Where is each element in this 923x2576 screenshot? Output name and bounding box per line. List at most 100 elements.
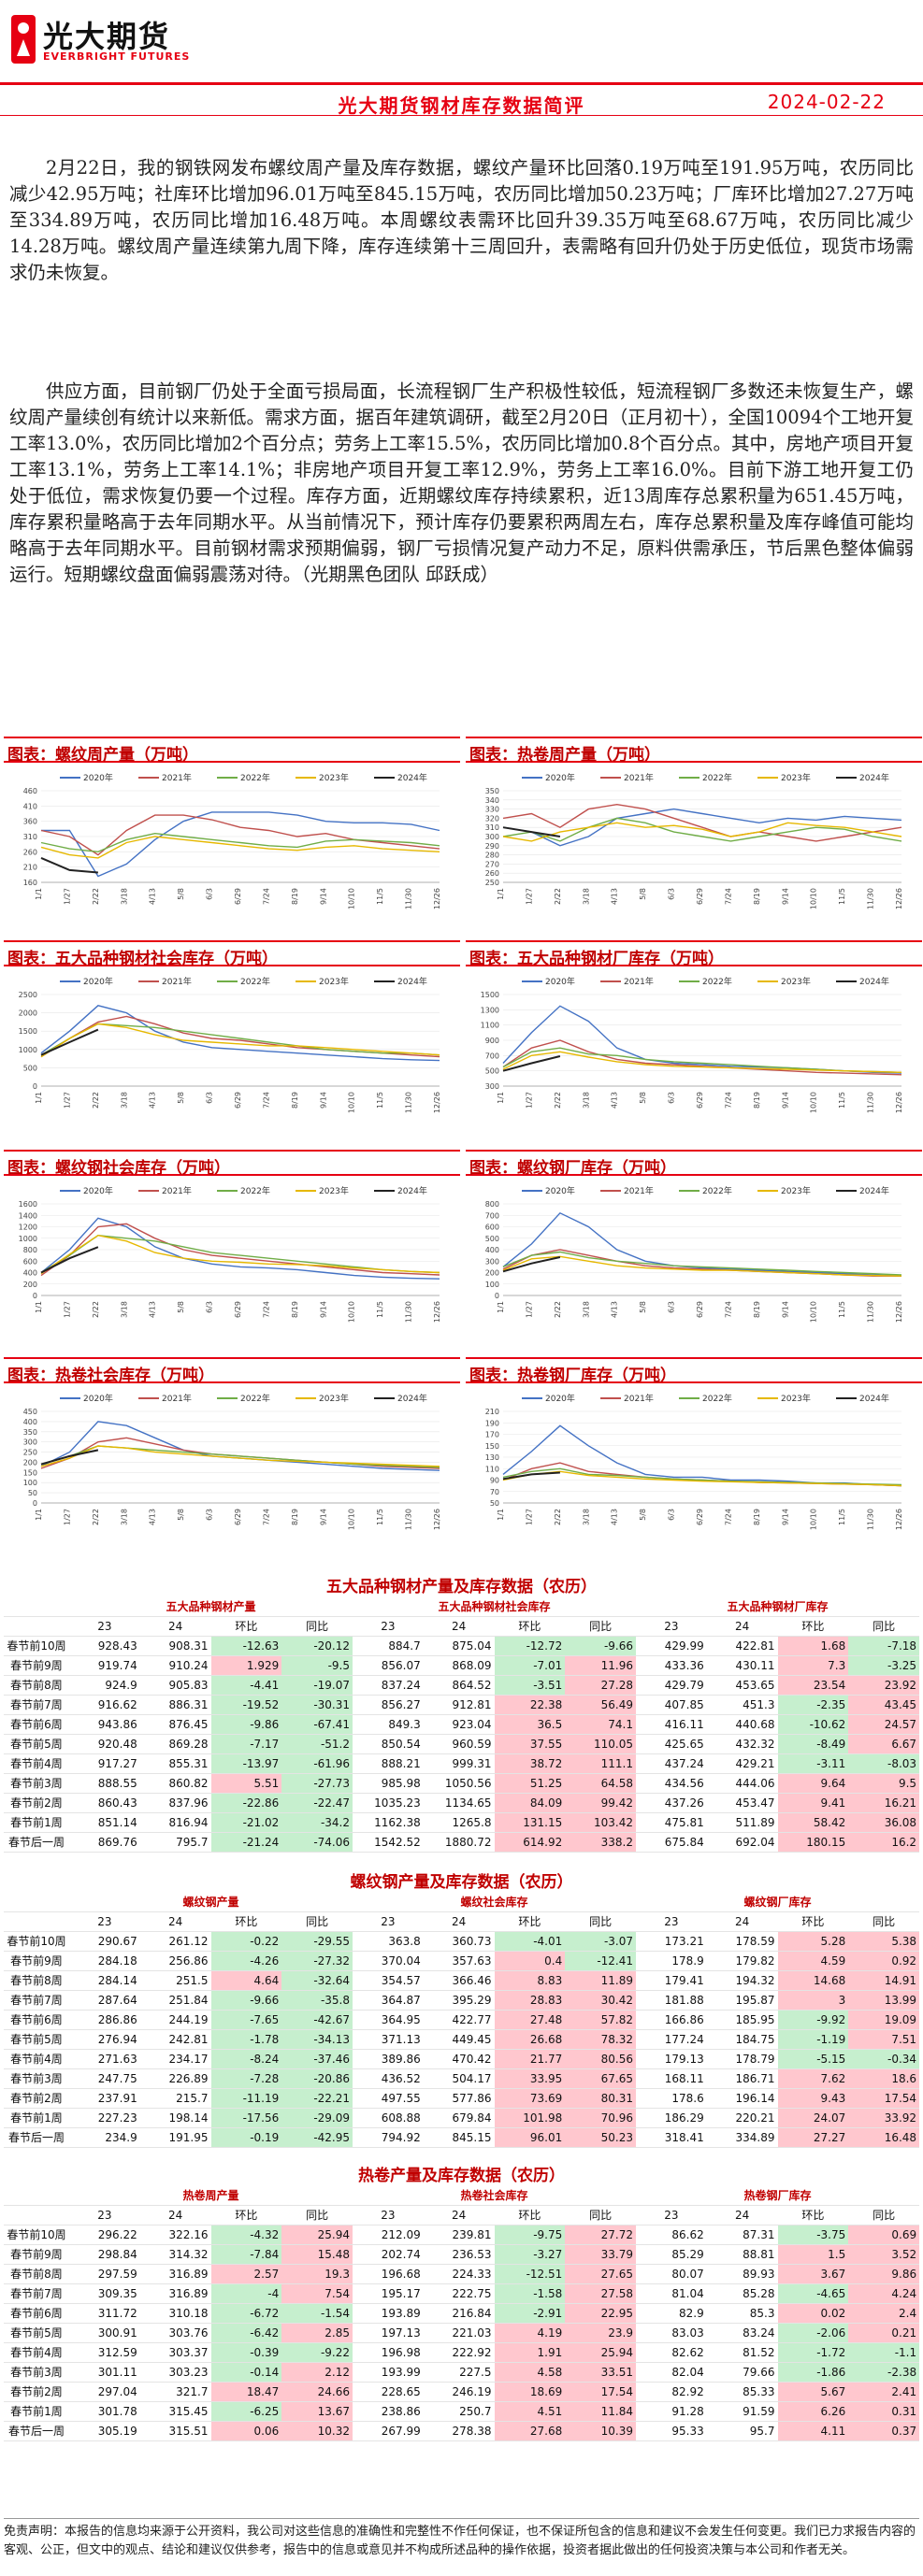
x-tick-label: 11/30 bbox=[405, 1301, 413, 1323]
x-tick-label: 2/22 bbox=[92, 1509, 100, 1525]
x-tick-label: 3/18 bbox=[582, 888, 590, 905]
series-line-2023年 bbox=[40, 1023, 440, 1058]
table-cell: 177.24 bbox=[636, 2029, 707, 2050]
y-tick-label: 0 bbox=[33, 1499, 37, 1508]
table-cell: 0.21 bbox=[848, 2323, 920, 2343]
x-tick-label: 7/24 bbox=[262, 1509, 270, 1525]
table-cell: 928.43 bbox=[69, 1636, 140, 1656]
table-cell: 303.37 bbox=[139, 2342, 211, 2363]
y-tick-label: 450 bbox=[23, 1408, 37, 1416]
table-cell: 1035.23 bbox=[353, 1793, 424, 1813]
row-label: 春节后一周 bbox=[4, 2421, 69, 2441]
table-cell: 237.91 bbox=[69, 2088, 140, 2109]
row-label: 春节前2周 bbox=[4, 2382, 69, 2402]
x-tick-label: 4/13 bbox=[149, 888, 157, 905]
table-cell: 888.21 bbox=[353, 1753, 424, 1774]
column-header: 23 bbox=[636, 1911, 707, 1932]
x-tick-label: 1/1 bbox=[35, 1092, 43, 1104]
legend-label: 2024年 bbox=[397, 772, 427, 783]
x-tick-label: 4/13 bbox=[611, 1092, 619, 1109]
table-cell: 311.72 bbox=[69, 2303, 140, 2324]
table-row: 春节前8周 284.14 251.5 4.64 -32.64 354.57 366.46 8.… bbox=[4, 1970, 920, 1991]
table-cell: 15.48 bbox=[281, 2244, 353, 2265]
series-line-2020年 bbox=[502, 1211, 902, 1277]
table-cell: -34.13 bbox=[281, 2029, 353, 2050]
table-cell: 103.42 bbox=[565, 1812, 636, 1833]
y-tick-label: 460 bbox=[23, 787, 37, 795]
table-cell: 82.62 bbox=[636, 2342, 707, 2363]
table-cell: 1.5 bbox=[777, 2244, 849, 2265]
table-cell: 5.38 bbox=[848, 1931, 920, 1952]
report-header: 光大期货 EVERBRIGHT FUTURES bbox=[0, 0, 923, 79]
table-cell: 27.48 bbox=[494, 2010, 566, 2030]
table-cell: 286.86 bbox=[69, 2010, 140, 2030]
column-header: 24 bbox=[706, 1911, 778, 1932]
table-cell: 196.14 bbox=[706, 2088, 778, 2109]
x-tick-label: 10/10 bbox=[810, 888, 818, 909]
column-header: 同比 bbox=[565, 1911, 636, 1932]
table-cell: 33.51 bbox=[565, 2362, 636, 2383]
column-header: 23 bbox=[353, 1616, 424, 1637]
table-cell: 916.62 bbox=[69, 1695, 140, 1715]
legend-label: 2021年 bbox=[162, 1393, 192, 1404]
table-cell: 886.31 bbox=[139, 1695, 211, 1715]
x-tick-label: 1/1 bbox=[497, 1092, 505, 1104]
table-cell: 855.31 bbox=[139, 1753, 211, 1774]
x-tick-label: 5/8 bbox=[177, 1301, 185, 1313]
table-cell: -7.18 bbox=[848, 1636, 920, 1656]
table-cell: 85.3 bbox=[706, 2303, 778, 2324]
table-row: 春节前6周 311.72 310.18 -6.72 -1.54 193.89 216.84-… bbox=[4, 2303, 920, 2324]
table-cell: -4.41 bbox=[210, 1675, 282, 1696]
y-tick-label: 250 bbox=[23, 1449, 37, 1457]
y-tick-label: 210 bbox=[485, 1408, 499, 1416]
table-cell: 110.05 bbox=[565, 1734, 636, 1754]
table-cell: 28.83 bbox=[494, 1990, 566, 2011]
table-cell: 226.89 bbox=[139, 2068, 211, 2089]
table-cell: 923.04 bbox=[423, 1714, 495, 1735]
chart-title-6: 图表：热卷社会库存（万吨） bbox=[4, 1357, 460, 1385]
table-cell: 354.57 bbox=[353, 1970, 424, 1991]
table-cell: -1.58 bbox=[494, 2283, 566, 2304]
table-row: 春节前7周 287.64 251.84 -9.66 -35.8 364.87 395.29 2… bbox=[4, 1990, 920, 2011]
table-row: 春节前2周 237.91 215.7 -11.19 -22.21 497.55 577.86… bbox=[4, 2088, 920, 2109]
table-cell: -9.22 bbox=[281, 2342, 353, 2363]
legend-label: 2023年 bbox=[319, 976, 349, 987]
x-tick-label: 7/24 bbox=[724, 1301, 732, 1318]
report-date: 2024-02-22 bbox=[767, 91, 886, 113]
series-line-2024年 bbox=[502, 826, 561, 837]
y-tick-label: 400 bbox=[485, 1246, 499, 1254]
table-cell: 920.48 bbox=[69, 1734, 140, 1754]
table-cell: 11.84 bbox=[565, 2401, 636, 2422]
legend-label: 2022年 bbox=[702, 1185, 732, 1196]
y-tick-label: 410 bbox=[23, 802, 37, 810]
y-tick-label: 800 bbox=[485, 1200, 499, 1209]
table-cell: 395.29 bbox=[423, 1990, 495, 2011]
series-line-2024年 bbox=[40, 856, 98, 874]
series-line-2023年 bbox=[502, 1470, 902, 1487]
column-header: 24 bbox=[139, 2205, 211, 2225]
table-cell: 795.7 bbox=[139, 1832, 211, 1853]
table-cell: 17.54 bbox=[848, 2088, 920, 2109]
x-tick-label: 1/1 bbox=[35, 1301, 43, 1313]
column-header: 23 bbox=[69, 2205, 140, 2225]
table-cell: 5.51 bbox=[210, 1773, 282, 1794]
x-tick-label: 6/3 bbox=[206, 1092, 214, 1104]
table-cell: 924.9 bbox=[69, 1675, 140, 1696]
table-cell: 36.5 bbox=[494, 1714, 566, 1735]
table-cell: 960.59 bbox=[423, 1734, 495, 1754]
x-tick-label: 9/14 bbox=[781, 1509, 789, 1525]
row-label: 春节前10周 bbox=[4, 1636, 69, 1656]
x-tick-label: 1/27 bbox=[525, 1301, 533, 1318]
y-tick-label: 200 bbox=[23, 1458, 37, 1467]
table-cell: 284.18 bbox=[69, 1951, 140, 1971]
x-tick-label: 11/5 bbox=[376, 1301, 384, 1318]
table-cell: 64.58 bbox=[565, 1773, 636, 1794]
table-cell: 943.86 bbox=[69, 1714, 140, 1735]
x-tick-label: 12/26 bbox=[895, 1092, 903, 1113]
table-cell: -6.72 bbox=[210, 2303, 282, 2324]
legend-label: 2024年 bbox=[859, 1393, 889, 1404]
line-chart-0: 2020年 2021年 2022年 2023年 2024年 460 410 360 310 260… bbox=[4, 766, 458, 935]
table-cell: 27.68 bbox=[494, 2421, 566, 2441]
table-cell: 497.55 bbox=[353, 2088, 424, 2109]
table-cell: 888.55 bbox=[69, 1773, 140, 1794]
